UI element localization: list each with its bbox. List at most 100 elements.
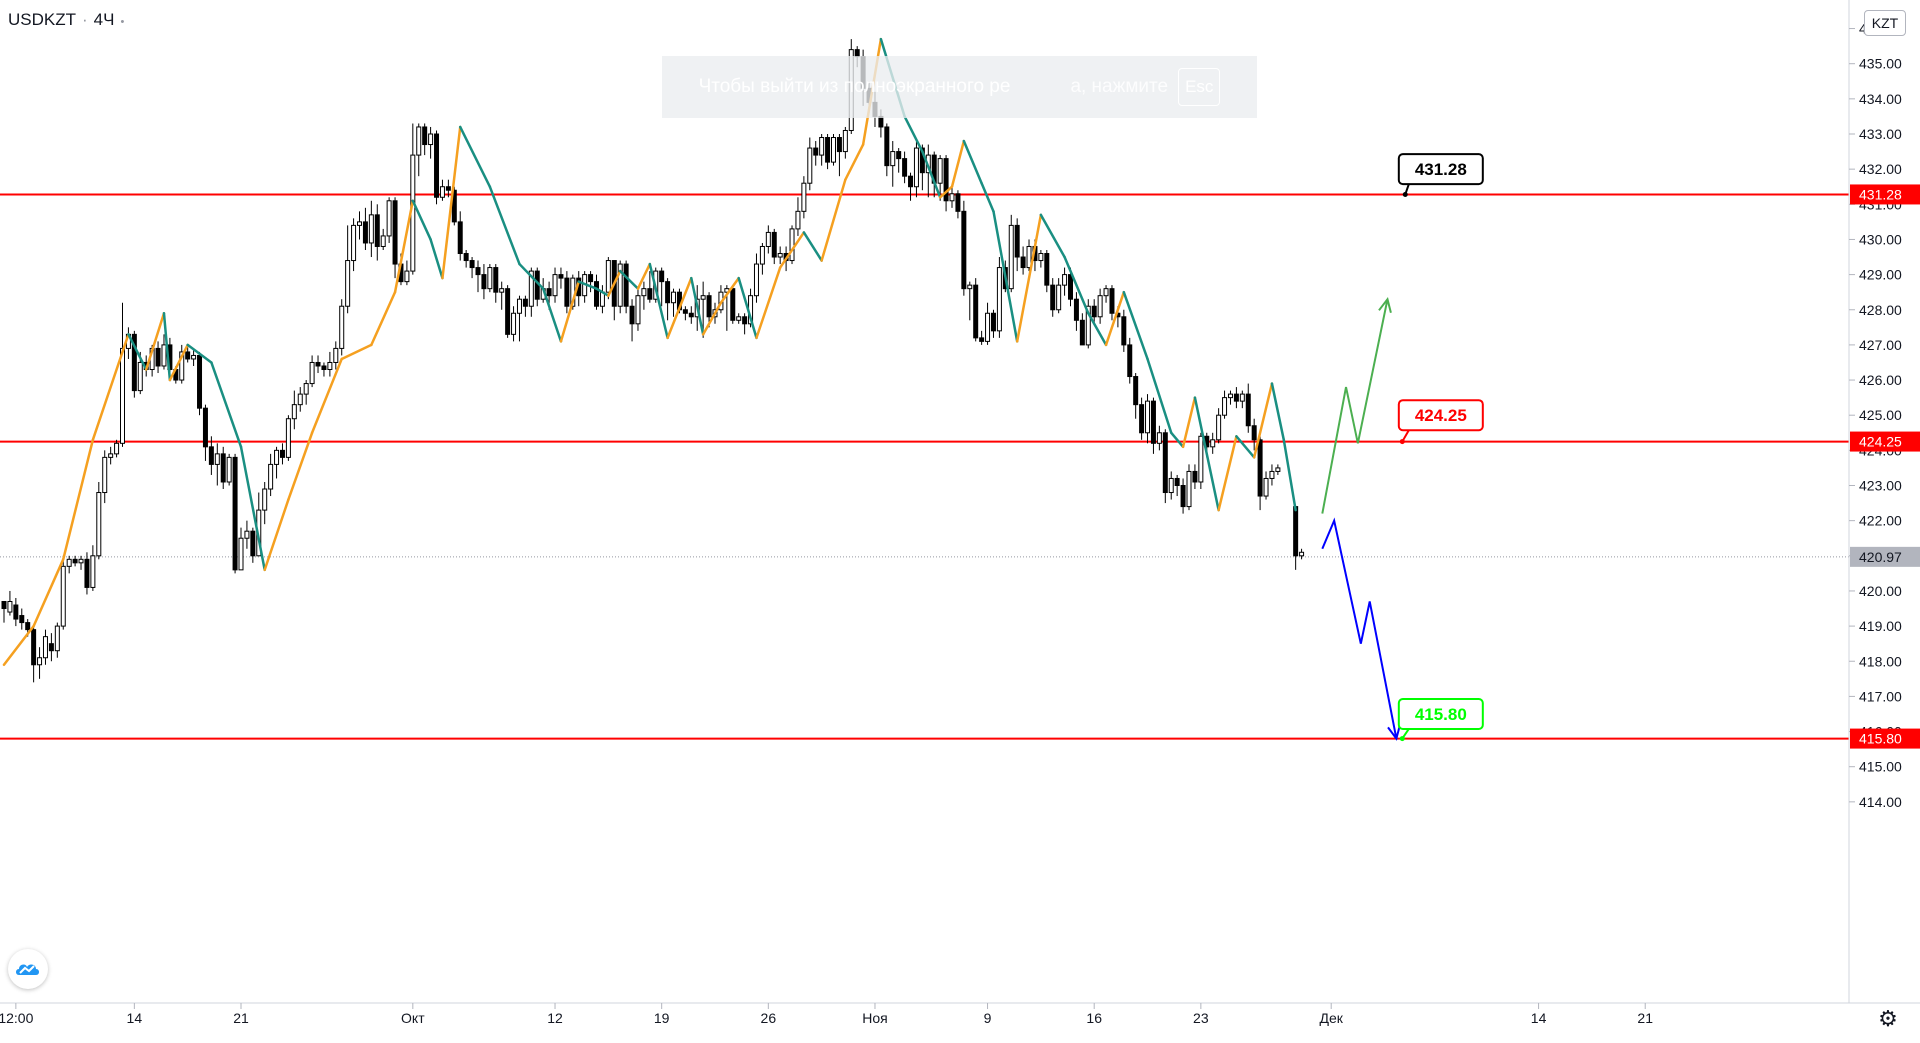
y-tick-label: 427.00 — [1859, 337, 1902, 353]
current-price-value: 420.97 — [1859, 549, 1902, 565]
y-tick-label: 435.00 — [1859, 56, 1902, 72]
zigzag-segment — [411, 199, 432, 241]
level-price-tag — [1850, 431, 1920, 452]
candle-body — [434, 133, 440, 198]
toast-text: Чтобы выйти из полноэкранного ре — [698, 76, 1011, 97]
current-price-tag — [1850, 546, 1920, 567]
candle-body — [137, 361, 143, 392]
candle-body — [552, 274, 558, 297]
candle-body — [238, 537, 244, 571]
y-tick-label: 428.00 — [1859, 302, 1902, 318]
level-price-tag — [1850, 728, 1920, 749]
candle-body — [345, 260, 351, 307]
zigzag-segment — [488, 185, 521, 266]
candle-body — [197, 354, 203, 409]
candle-body — [1073, 298, 1079, 321]
candle-body — [522, 298, 528, 307]
x-tick-label: 12 — [547, 1010, 563, 1026]
candles-layer — [1, 39, 1305, 683]
candle-body — [487, 267, 493, 290]
zigzag-segment — [755, 266, 782, 340]
candle-body — [13, 604, 19, 620]
zigzag-segment — [607, 269, 622, 297]
candle-body — [1, 600, 7, 610]
x-tick-label: Окт — [401, 1010, 425, 1026]
candle-body — [285, 418, 291, 458]
candle-body — [1222, 397, 1228, 416]
header-separator: · — [82, 10, 88, 29]
x-tick-label: Ноя — [862, 1010, 887, 1026]
candle-body — [220, 453, 226, 483]
candle-body — [1062, 274, 1068, 286]
candle-body — [1239, 393, 1245, 402]
candle-body — [878, 115, 884, 128]
candle-body — [617, 263, 623, 307]
candle-body — [274, 449, 280, 465]
fullscreen-exit-toast: Чтобы выйти из полноэкранного ре а, нажми… — [662, 56, 1257, 118]
candle-body — [807, 147, 813, 184]
level-price-tag-value: 431.28 — [1859, 186, 1902, 202]
y-tick-label: 434.00 — [1859, 91, 1902, 107]
candle-body — [967, 284, 973, 290]
zigzag-segment — [577, 280, 598, 290]
candle-body — [682, 309, 688, 314]
x-tick-label: 26 — [761, 1010, 777, 1026]
zigzag-segment — [458, 125, 492, 188]
candle-body — [730, 288, 736, 321]
candle-body — [499, 288, 505, 293]
candle-body — [688, 312, 694, 318]
y-tick-label: 423.00 — [1859, 478, 1902, 494]
zigzag-segment — [618, 269, 640, 290]
y-tick-label: 432.00 — [1859, 161, 1902, 177]
candle-body — [919, 147, 925, 174]
candle-body — [635, 295, 641, 325]
currency-badge[interactable]: KZT — [1864, 10, 1906, 36]
price-axis[interactable]: 414.00415.00416.00417.00418.00419.00420.… — [1849, 21, 1902, 810]
candle-body — [191, 354, 197, 360]
price-callouts[interactable]: 431.28 424.25 415.80 — [1397, 153, 1484, 742]
callout-label: 424.25 — [1415, 406, 1467, 425]
zigzag-segment — [210, 361, 243, 449]
interval-label[interactable]: 4Ч — [93, 10, 115, 29]
zigzag-segment — [393, 199, 415, 294]
candle-body — [78, 558, 84, 564]
zigzag-segment — [820, 178, 847, 262]
projection-arrows[interactable] — [1321, 296, 1401, 741]
candle-body — [961, 210, 967, 290]
level-price-tag-value: 424.25 — [1859, 434, 1902, 450]
candle-body — [908, 175, 914, 188]
candle-body — [297, 393, 303, 406]
candle-body — [949, 193, 955, 202]
symbol-name[interactable]: USDKZT — [8, 10, 76, 29]
y-tick-label: 433.00 — [1859, 126, 1902, 142]
candle-body — [469, 260, 475, 269]
candle-body — [463, 253, 469, 262]
candle-body — [416, 126, 422, 156]
zigzag-segment — [1252, 382, 1274, 459]
candle-body — [54, 625, 60, 652]
candle-body — [990, 312, 996, 332]
x-tick-label: 21 — [1637, 1010, 1653, 1026]
candle-body — [1079, 319, 1085, 346]
tradingview-cloud-icon — [16, 964, 39, 975]
zigzag-segment — [186, 343, 213, 364]
zigzag-segment — [1181, 396, 1197, 449]
tradingview-logo-button[interactable] — [8, 949, 48, 989]
candle-body — [1145, 400, 1151, 434]
zigzag-segment — [1039, 213, 1066, 259]
candle-body — [996, 267, 1002, 332]
zigzag-segment — [962, 139, 983, 185]
zigzag-segment — [1193, 396, 1220, 512]
chart-settings-gear-icon[interactable]: ⚙ — [1878, 1006, 1898, 1031]
candle-body — [1233, 393, 1239, 402]
zigzag-segment — [1122, 290, 1149, 361]
zigzag-segment — [595, 287, 610, 297]
toast-text-obscured: а, нажмите — [1070, 76, 1169, 97]
symbol-header[interactable]: USDKZT · 4Ч • — [8, 10, 130, 30]
y-tick-label: 418.00 — [1859, 653, 1902, 669]
candle-body — [72, 558, 78, 564]
candle-body — [623, 263, 629, 307]
